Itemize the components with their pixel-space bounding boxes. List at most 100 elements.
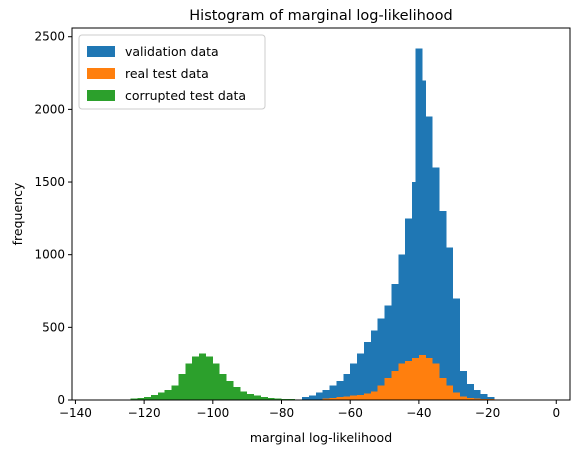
histogram-bar <box>199 353 206 400</box>
series-0-bars <box>302 48 495 401</box>
x-tick-label: −120 <box>128 406 161 420</box>
legend: validation data real test data corrupted t… <box>78 34 266 110</box>
histogram-bar <box>453 392 461 400</box>
histogram-bar <box>473 398 481 400</box>
histogram-bar <box>254 395 261 400</box>
histogram-bar <box>302 397 309 400</box>
histogram-bar <box>398 363 406 400</box>
histogram-bar <box>178 373 186 400</box>
histogram-bar <box>384 378 392 400</box>
histogram-bar <box>157 392 165 400</box>
x-axis-ticks: −140 −120 −100 −80 −60 −40 −20 0 <box>59 400 560 420</box>
histogram-bar <box>247 394 255 400</box>
legend-swatch <box>87 46 115 57</box>
histogram-bar <box>171 385 179 400</box>
legend-label: real test data <box>125 66 209 81</box>
histogram-bar <box>357 394 364 400</box>
histogram-bar <box>391 370 399 400</box>
histogram-bar <box>226 381 234 400</box>
histogram-bar <box>439 378 447 400</box>
histogram-bar <box>212 363 220 400</box>
y-tick-label: 2500 <box>34 30 65 44</box>
histogram-bar <box>405 218 413 400</box>
histogram-bar <box>130 398 138 400</box>
histogram-bar <box>350 395 358 400</box>
histogram-bar <box>281 398 289 400</box>
x-axis-label: marginal log-likelihood <box>250 430 392 445</box>
histogram-bar <box>418 80 426 400</box>
histogram-bar <box>460 396 467 400</box>
histogram-bar <box>192 356 200 400</box>
histogram-bar <box>473 389 481 400</box>
histogram-bar <box>446 385 454 400</box>
histogram-bar <box>412 182 419 400</box>
histogram-bar <box>432 363 440 400</box>
histogram-bar <box>336 397 344 400</box>
histogram-bar <box>164 389 172 400</box>
legend-box <box>78 34 266 110</box>
histogram-bar <box>185 363 193 400</box>
histogram-bar <box>336 381 344 400</box>
histogram-bar <box>370 391 378 400</box>
y-axis-label: frequency <box>10 182 25 245</box>
histogram-bar <box>460 370 467 400</box>
histogram-bar <box>439 211 447 400</box>
x-tick-label: −20 <box>475 406 500 420</box>
histogram-bar <box>322 389 330 400</box>
histogram-bar <box>480 394 488 400</box>
x-tick-label: 0 <box>552 406 560 420</box>
histogram-bar <box>205 356 213 400</box>
histogram-bar <box>453 298 461 400</box>
histogram-bar <box>412 357 419 400</box>
axes-frame <box>71 27 571 401</box>
histogram-bar <box>357 353 364 400</box>
legend-label: validation data <box>125 44 219 59</box>
histogram-bar <box>329 385 337 400</box>
histogram-bar <box>425 357 433 400</box>
histogram-bar <box>363 341 371 401</box>
y-tick-label: 0 <box>57 393 65 407</box>
histogram-bar <box>425 116 433 400</box>
histogram-bar <box>405 360 413 400</box>
legend-swatch <box>87 68 115 79</box>
histogram-bar <box>398 254 406 400</box>
histogram-bar <box>370 330 378 400</box>
histogram-bar <box>144 397 151 400</box>
x-tick-label: −140 <box>59 406 92 420</box>
histogram-bar <box>274 398 282 400</box>
histogram-bar <box>480 398 488 400</box>
y-tick-label: 1500 <box>34 175 65 189</box>
histogram-bar <box>329 397 337 400</box>
chart-title: Histogram of marginal log-likelihood <box>189 8 452 24</box>
histogram-bar <box>267 397 275 400</box>
histogram-bar <box>315 392 323 400</box>
series-2-bars <box>123 353 309 400</box>
bar-layer <box>123 48 516 401</box>
histogram-bar <box>240 391 248 400</box>
histogram-bar <box>137 397 145 400</box>
x-tick-label: −60 <box>338 406 363 420</box>
histogram-bar <box>233 386 241 400</box>
histogram-bar <box>219 373 227 400</box>
histogram-bar <box>377 385 385 400</box>
histogram-bar <box>487 397 495 400</box>
y-tick-label: 500 <box>42 320 65 334</box>
histogram-bar <box>260 397 268 400</box>
y-tick-label: 2000 <box>34 102 65 116</box>
histogram-bar <box>322 398 330 400</box>
histogram-bar <box>377 318 385 401</box>
histogram-bar <box>150 394 158 400</box>
histogram-bar <box>384 305 392 400</box>
histogram-bar <box>418 354 426 400</box>
histogram-bar <box>350 363 358 400</box>
histogram-bar <box>343 373 351 400</box>
histogram-bar <box>466 384 474 400</box>
histogram-bar <box>432 167 440 400</box>
y-axis-ticks: 0 500 1000 1500 2000 2500 <box>34 30 72 407</box>
histogram-bar <box>343 396 351 400</box>
x-tick-label: −100 <box>196 406 229 420</box>
legend-label: corrupted test data <box>125 88 246 103</box>
histogram-bar <box>391 283 399 400</box>
x-tick-label: −40 <box>406 406 431 420</box>
